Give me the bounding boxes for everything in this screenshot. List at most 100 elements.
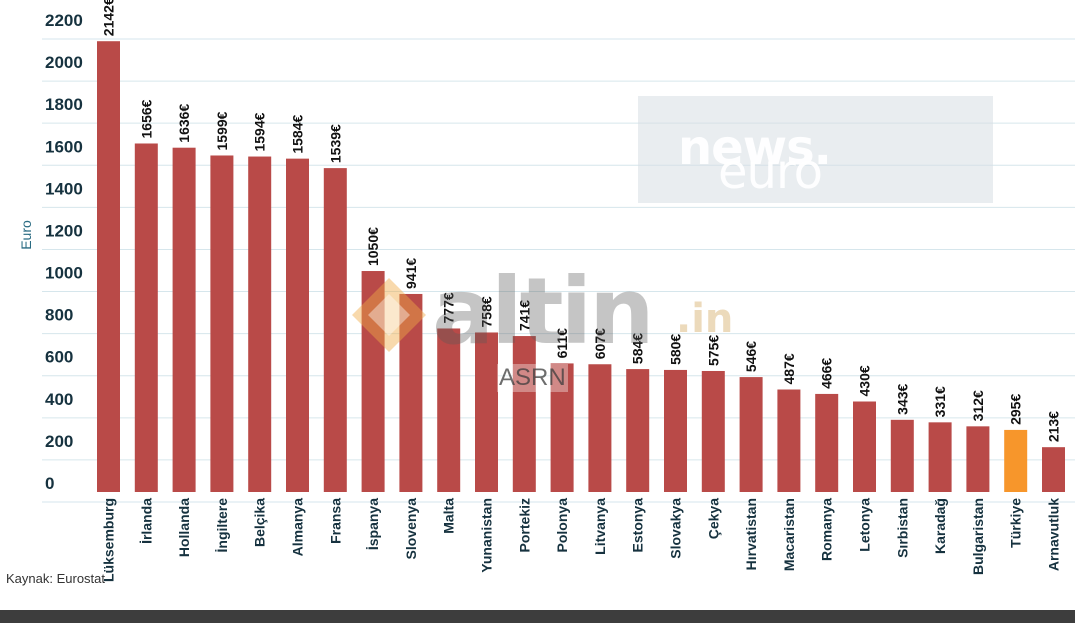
x-tick-label: Çekya	[705, 498, 721, 539]
bar	[437, 328, 461, 492]
x-tick-label: Türkiye	[1008, 498, 1024, 548]
bar	[701, 370, 725, 492]
value-label: 1594€	[252, 112, 268, 151]
bar	[853, 401, 876, 492]
bar	[588, 364, 612, 492]
value-label: 611€	[554, 328, 570, 359]
value-label: 295€	[1008, 394, 1024, 425]
value-label: 343€	[894, 383, 910, 414]
x-tick-label: Sırbistan	[894, 498, 910, 558]
asrn-watermark: ASRN	[497, 364, 568, 392]
x-tick-label: Arnavutluk	[1046, 498, 1062, 571]
source-note: Kaynak: Eurostat	[6, 571, 105, 586]
value-label: 1656€	[138, 99, 154, 138]
value-label: 312€	[970, 390, 986, 421]
bar	[475, 332, 498, 492]
x-tick-label: Hırvatistan	[743, 498, 759, 570]
bottom-bar	[0, 610, 1075, 623]
x-tick-label: Bulgaristan	[970, 498, 986, 575]
bar	[928, 422, 952, 492]
bar	[966, 426, 990, 492]
x-tick-label: Portekiz	[516, 498, 532, 552]
bar	[172, 147, 196, 493]
bar	[739, 377, 763, 492]
value-label: 213€	[1046, 411, 1062, 442]
value-label: 1599€	[214, 111, 230, 150]
value-label: 1584€	[290, 114, 306, 153]
euronews-watermark: euro news.	[638, 96, 993, 203]
x-tick-label: Romanya	[819, 498, 835, 561]
bar	[286, 158, 309, 492]
value-label: 777€	[441, 292, 457, 323]
bar	[664, 369, 687, 492]
bar	[134, 143, 158, 492]
value-label: 580€	[668, 334, 684, 365]
y-tick-label: 1600	[45, 137, 83, 156]
y-tick-labels: 0 200 400 600 800 1000 1200 1400 1600 1800 2000 220…	[45, 11, 83, 493]
bars	[97, 41, 1065, 493]
x-tick-label: Yunanistan	[479, 498, 495, 573]
x-tick-label: Polonya	[554, 498, 570, 553]
y-tick-label: 2200	[45, 11, 83, 30]
bar	[1004, 429, 1028, 492]
euronews-light-text: euro	[718, 144, 823, 200]
value-label: 466€	[819, 358, 835, 389]
x-tick-label: Estonya	[630, 498, 646, 553]
euronews-bold-text: news.	[678, 120, 832, 176]
y-tick-label: 600	[45, 348, 73, 367]
x-tick-label: Lüksemburg	[101, 498, 117, 582]
value-labels: 2142€ 1656€ 1636€ 1599€ 1594€ 1584€ 1539€ 1050€…	[101, 0, 1062, 442]
value-label: 430€	[857, 365, 873, 396]
y-tick-label: 2000	[45, 53, 83, 72]
y-tick-label: 800	[45, 306, 73, 325]
x-tick-label: İspanya	[365, 498, 381, 550]
x-tick-labels: Lüksemburg İrlanda Hollanda İngiltere Belçik…	[101, 498, 1062, 582]
y-tick-label: 1000	[45, 264, 83, 283]
x-tick-label: Macaristan	[781, 498, 797, 571]
bar	[361, 271, 385, 492]
value-label: 741€	[516, 300, 532, 331]
y-tick-label: 1200	[45, 221, 83, 240]
y-tick-label: 400	[45, 390, 73, 409]
value-label: 1050€	[365, 227, 381, 266]
value-label: 2142€	[101, 0, 117, 36]
value-label: 758€	[479, 296, 495, 327]
value-label: 1539€	[327, 124, 343, 163]
y-tick-label: 1800	[45, 95, 83, 114]
x-tick-label: Malta	[441, 498, 457, 534]
x-tick-label: Litvanya	[592, 498, 608, 555]
bar	[626, 369, 650, 492]
value-label: 584€	[630, 333, 646, 364]
x-tick-label: Almanya	[290, 498, 306, 557]
value-label: 607€	[592, 328, 608, 359]
x-tick-label: Letonya	[857, 498, 873, 552]
bar	[777, 389, 801, 492]
value-label: 487€	[781, 353, 797, 384]
bar	[399, 293, 423, 492]
x-tick-label: İrlanda	[138, 498, 154, 544]
y-tick-label: 1400	[45, 179, 83, 198]
bar	[1042, 447, 1065, 492]
y-tick-label: 0	[45, 474, 54, 493]
value-label: 546€	[743, 341, 759, 372]
bar	[323, 168, 347, 492]
bar	[512, 336, 536, 492]
x-tick-label: Slovenya	[403, 498, 419, 560]
bar-chart: Euro 0 200 400 600 800 1000 1200 1400 1600 1800 20…	[18, 0, 1075, 582]
x-tick-label: İngiltere	[214, 498, 230, 553]
x-tick-label: Slovakya	[668, 498, 684, 559]
y-tick-label: 200	[45, 432, 73, 451]
bar	[210, 155, 234, 492]
x-tick-label: Hollanda	[176, 498, 192, 557]
value-label: 575€	[705, 335, 721, 366]
value-label: 1636€	[176, 104, 192, 143]
bar	[97, 41, 120, 493]
y-axis-label: Euro	[18, 220, 34, 250]
bar	[815, 393, 839, 492]
value-label: 941€	[403, 258, 419, 289]
x-tick-label: Fransa	[327, 498, 343, 544]
bar	[550, 363, 574, 492]
x-tick-label: Karadağ	[932, 498, 948, 554]
x-tick-label: Belçika	[252, 498, 268, 547]
bar	[890, 419, 914, 492]
